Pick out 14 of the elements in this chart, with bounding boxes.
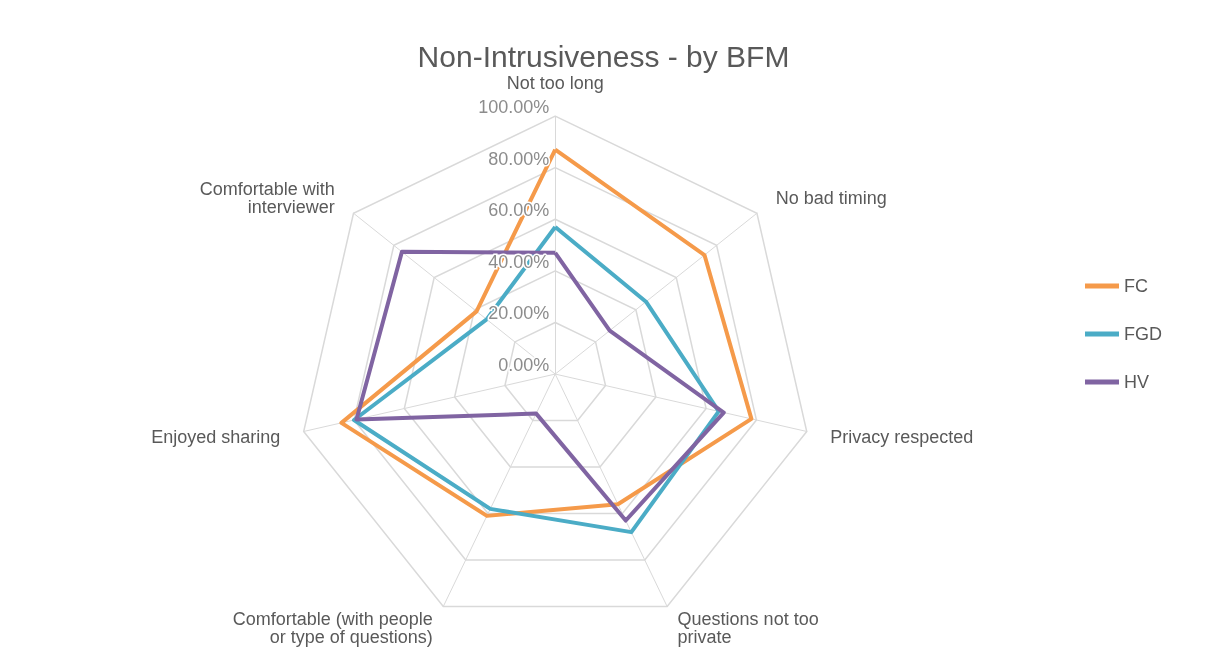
spoke-label: Questions not too private — [677, 609, 819, 648]
spoke-label: Privacy respected — [830, 426, 974, 447]
legend-label: HV — [1124, 372, 1150, 392]
spoke-label: Comfortable (with people or type of questions) — [232, 609, 433, 648]
chart-title: Non-Intrusiveness - by BFM — [417, 39, 790, 73]
spoke-label: Enjoyed sharing — [151, 426, 281, 447]
legend-label: FC — [1124, 276, 1148, 296]
legend-label: FGD — [1124, 324, 1162, 344]
y-tick-label: 100.00% — [478, 97, 550, 118]
y-tick-label: 80.00% — [488, 148, 550, 169]
spoke-label: Not too long — [506, 73, 604, 94]
spoke-label: No bad timing — [775, 188, 887, 209]
y-tick-label: 0.00% — [498, 355, 550, 376]
spoke-label: Comfortable with interviewer — [199, 179, 335, 218]
